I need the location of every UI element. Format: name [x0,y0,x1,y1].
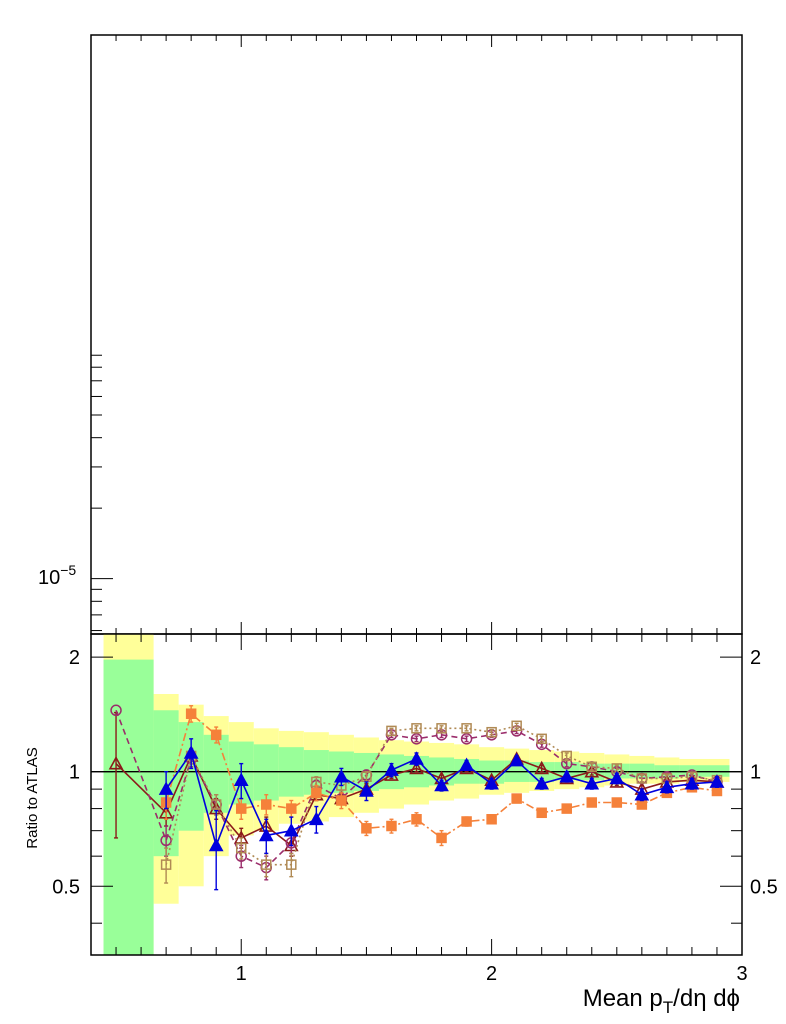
data-point [634,787,650,801]
data-point [511,793,522,804]
ratio-ytick-label-left: 0.5 [52,876,80,898]
data-point [461,723,472,734]
main-ytick-label: 10−5 [38,562,76,589]
ratio-ticks [91,634,743,955]
data-point [359,783,374,797]
data-point [509,752,525,767]
ratio-y-axis-title: Ratio to ATLAS [24,747,41,848]
data-point [636,799,648,810]
data-point [659,779,675,794]
data-point [609,770,625,785]
data-point [436,832,447,844]
ratio-ytick-label-right: 1 [750,762,761,784]
data-point [409,760,424,775]
main-ytick-base: 10 [38,567,60,589]
data-point [559,769,575,783]
data-point [361,823,372,834]
data-point [160,859,172,870]
ratio-tick-labels: 0.5 0.5 1 1 2 2 1 2 3 [52,647,778,985]
data-point [436,723,447,734]
data-point [286,859,297,870]
data-point [534,760,550,775]
ratio-xtick-label: 3 [736,963,747,985]
data-point [561,803,572,814]
data-point [311,787,322,799]
model-orange-filled-square-line [165,712,718,839]
data-point [636,773,648,784]
data-point [584,776,600,790]
data-point [586,761,598,773]
ratio-xtick-label: 1 [236,963,247,985]
data-point [411,723,422,734]
main-ticks [91,35,743,634]
data-point [208,837,224,852]
ratio-series [108,704,725,891]
data-point [261,859,272,870]
band-green-segment [103,659,154,955]
x-axis-title-subscript: T [663,998,673,1017]
data-point [461,816,472,827]
x-axis-title-prefix: Mean p [583,985,663,1012]
data-point [235,803,247,814]
data-point [286,803,297,814]
data-point [160,834,172,847]
x-axis-title: Mean pT/dη dϕ [583,985,740,1017]
data-point [384,762,399,776]
data-point [511,720,522,732]
model-olive-open-square-line [165,724,718,866]
data-point [210,729,222,741]
main-ytick-exponent: −5 [60,562,76,578]
data-point [308,811,324,826]
data-point [210,799,222,810]
data-point [709,774,725,788]
data-point [158,781,174,795]
data-point [684,776,700,790]
data-point [283,823,299,837]
ratio-panel: 0.5 0.5 1 1 2 2 1 2 3 Ratio to ATLAS Mean pT/dη … [24,633,778,1017]
data-point [459,757,474,772]
data-point [534,776,550,790]
main-plot-frame [90,34,743,635]
data-point [233,772,249,786]
ratio-ytick-label-right: 2 [750,647,761,669]
x-axis-title-suffix: /dη dϕ [673,985,740,1012]
data-point [336,795,347,806]
band-green-segment [253,744,279,801]
ratio-ytick-label-left: 1 [69,762,80,784]
data-point [411,814,422,825]
data-point [334,769,349,783]
data-point [261,799,272,810]
data-point [108,755,124,770]
data-point [586,797,598,808]
data-point [386,725,397,737]
data-point [484,776,499,790]
data-point [183,745,199,759]
data-point [536,807,547,819]
band-green-segment [679,765,730,777]
data-point [536,733,547,745]
data-point [486,814,497,825]
main-panel: 10−5 [38,34,743,635]
ratio-ytick-label-right: 0.5 [750,876,778,898]
data-point [460,733,473,745]
data-point [258,827,274,842]
uncertainty-bands [103,634,730,955]
data-point [561,750,572,762]
data-point [110,704,122,717]
data-point [235,842,247,854]
data-point [486,726,497,738]
ratio-ytick-label-left: 2 [69,647,80,669]
data-point [386,820,397,832]
ratio-xtick-label: 2 [486,963,497,985]
model-blue-filled-triangle [158,738,725,891]
data-point [410,733,423,745]
data-point [185,708,197,719]
data-point [409,751,424,765]
data-point [434,777,449,792]
data-point [611,797,623,808]
